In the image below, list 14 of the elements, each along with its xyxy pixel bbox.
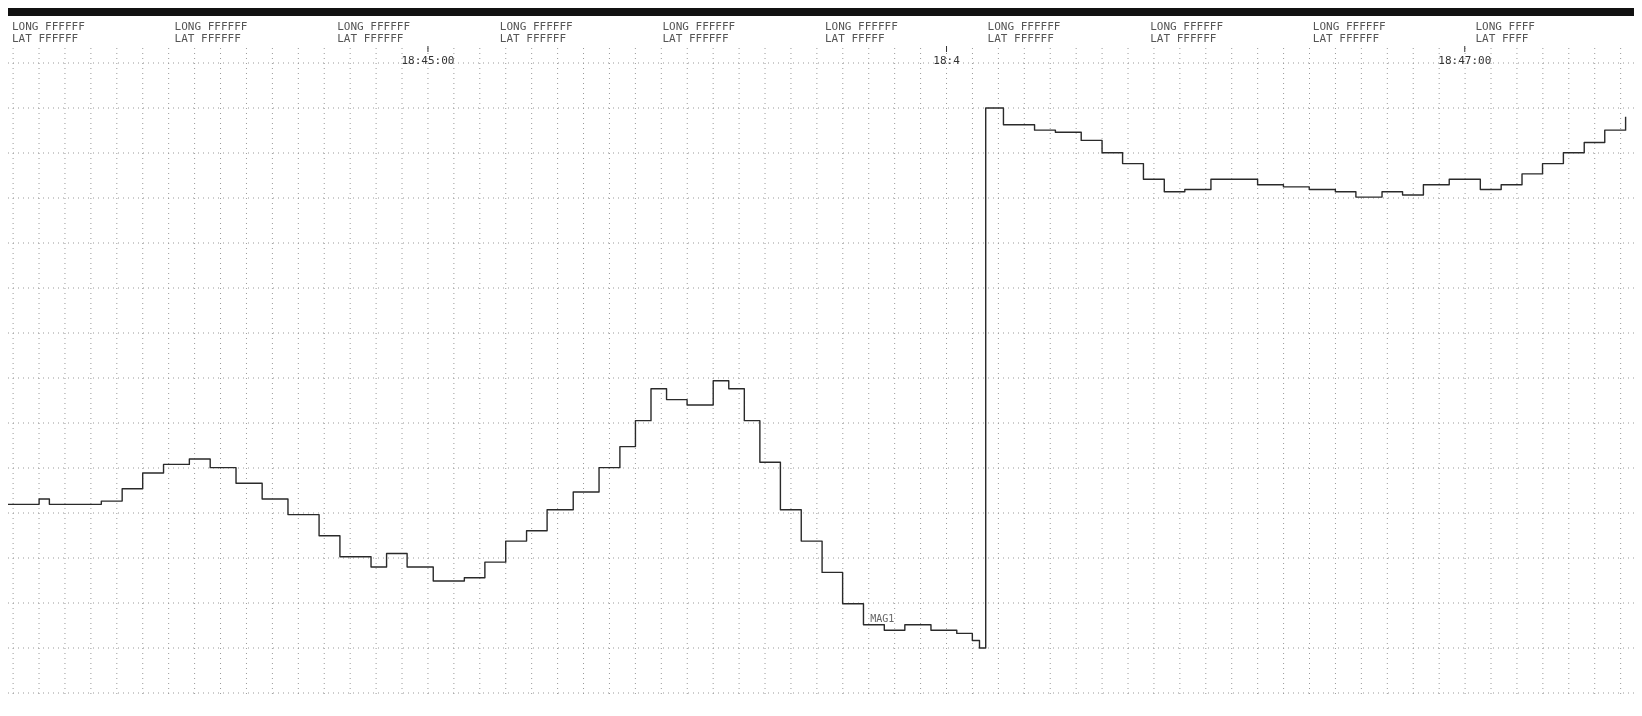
- text: LONG FFFFFF LAT FFFFFF: [174, 20, 248, 45]
- x-tick-label: 18:47:00: [1438, 54, 1492, 67]
- text: LONG FFFFFF LAT FFFFFF: [1150, 20, 1224, 45]
- text: LONG FFFFFF LAT FFFFFF: [499, 20, 573, 45]
- x-tick-label: 18:45:00: [401, 54, 455, 67]
- text: LONG FFFF LAT FFFF: [1475, 20, 1536, 45]
- text: LONG FFFFFF LAT FFFFFF: [662, 20, 736, 45]
- text: LONG FFFFFF LAT FFFFFF: [987, 20, 1061, 45]
- text: LONG FFFFFF LAT FFFFFF: [1312, 20, 1386, 45]
- text: LONG FFFFFF LAT FFFFFF: [337, 20, 411, 45]
- x-tick-label: 18:4: [933, 54, 961, 67]
- text: LONG FFFFFF LAT FFFFFF: [12, 20, 85, 45]
- text: LONG FFFFFF LAT FFFFF: [825, 20, 898, 45]
- annotation: MAG1: [870, 613, 895, 625]
